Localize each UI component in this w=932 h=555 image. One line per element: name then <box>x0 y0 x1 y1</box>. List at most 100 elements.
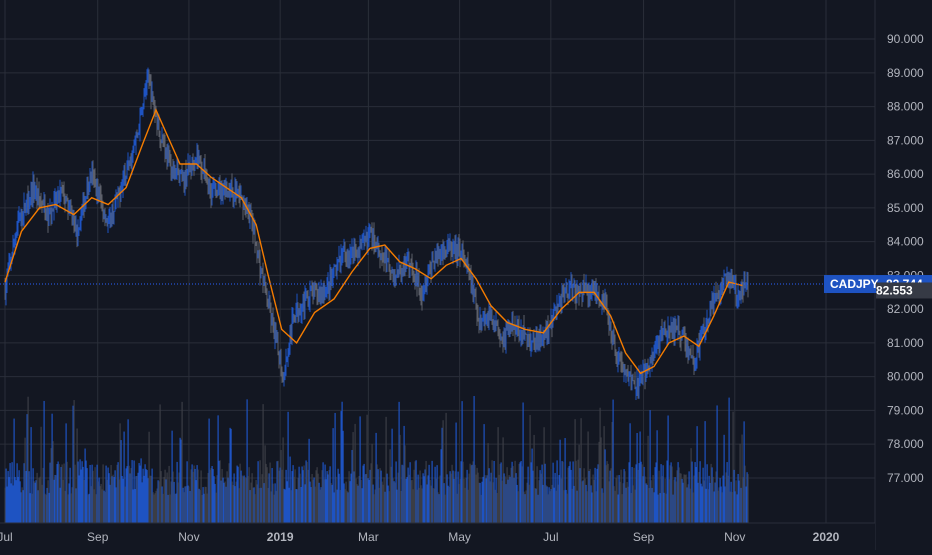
volume-bar <box>509 476 511 523</box>
volume-bar <box>558 475 560 523</box>
volume-bar <box>49 462 51 523</box>
volume-bar <box>590 485 592 523</box>
volume-bar <box>712 476 714 523</box>
volume-bar <box>339 490 341 523</box>
volume-bar <box>400 490 402 523</box>
volume-bar <box>51 413 53 523</box>
volume-bar <box>72 405 74 523</box>
volume-bar <box>37 490 39 523</box>
volume-bar <box>296 489 298 523</box>
volume-bar <box>226 471 228 523</box>
volume-bar <box>528 484 530 523</box>
volume-bar <box>403 425 405 523</box>
volume-bar <box>318 482 320 523</box>
volume-bar <box>189 491 191 523</box>
volume-bar <box>654 467 656 523</box>
volume-bar <box>223 482 225 523</box>
volume-bar <box>36 472 38 523</box>
volume-bar <box>665 493 667 523</box>
volume-bar <box>87 494 89 523</box>
volume-bar <box>289 456 291 523</box>
volume-bar <box>327 474 329 523</box>
volume-bar <box>255 479 257 523</box>
volume-bar <box>562 461 564 523</box>
volume-bar <box>635 464 637 523</box>
volume-bar <box>257 461 259 523</box>
volume-bar <box>574 419 576 523</box>
volume-bar <box>24 437 26 523</box>
time-axis-bg <box>0 523 875 550</box>
volume-bar <box>727 475 729 523</box>
volume-bar <box>141 482 143 523</box>
volume-bar <box>591 492 593 523</box>
volume-bar <box>385 416 387 523</box>
volume-bar <box>693 475 695 523</box>
volume-bar <box>293 476 295 523</box>
volume-bar <box>587 431 589 523</box>
volume-bar <box>705 488 707 523</box>
volume-bar <box>440 449 442 523</box>
volume-bar <box>123 431 125 523</box>
volume-bar <box>371 443 373 523</box>
volume-bar <box>469 463 471 523</box>
volume-bar <box>225 486 227 523</box>
volume-bar <box>557 484 559 523</box>
volume-bar <box>211 465 213 523</box>
volume-bar <box>191 464 193 523</box>
volume-bar <box>207 472 209 523</box>
volume-bar <box>639 431 641 523</box>
volume-bar <box>64 490 66 523</box>
volume-bar <box>285 469 287 523</box>
volume-bar <box>52 441 54 523</box>
volume-bar <box>433 488 435 523</box>
volume-bar <box>412 489 414 523</box>
volume-bar <box>728 397 730 523</box>
volume-bar <box>329 466 331 523</box>
volume-bar <box>520 460 522 523</box>
volume-bar <box>709 482 711 523</box>
volume-bar <box>698 471 700 523</box>
volume-bar <box>45 494 47 523</box>
volume-bar <box>60 466 62 523</box>
volume-bar <box>331 484 333 523</box>
volume-bar <box>282 437 284 523</box>
volume-bar <box>701 486 703 523</box>
volume-bar <box>589 468 591 523</box>
volume-bar <box>386 473 388 523</box>
volume-bar <box>699 461 701 523</box>
time-tick-label: Jul <box>0 530 13 544</box>
price-axis[interactable]: 90.000 89.000 88.000 87.000 86.000 85.000 84.0… <box>874 0 932 550</box>
price-tick-label: 79.000 <box>887 403 924 417</box>
volume-bar <box>362 465 364 523</box>
volume-bar <box>294 469 296 523</box>
volume-bar <box>63 463 65 523</box>
volume-bar <box>355 478 357 523</box>
volume-bar <box>522 402 524 523</box>
volume-bar <box>538 480 540 523</box>
volume-bar <box>667 415 669 523</box>
volume-bar <box>543 427 545 523</box>
volume-bar <box>489 481 491 523</box>
volume-bar <box>334 412 336 523</box>
volume-bar <box>201 494 203 523</box>
volume-bar <box>21 487 23 523</box>
volume-bar <box>579 468 581 523</box>
volume-bar <box>333 492 335 523</box>
time-axis[interactable]: Jul Sep Nov 2019 Mar May Jul Sep Nov 2020 <box>0 522 875 550</box>
volume-bar <box>692 492 694 523</box>
volume-bar <box>153 494 155 523</box>
volume-bar <box>447 485 449 523</box>
time-tick-label: Nov <box>724 530 745 544</box>
volume-bar <box>529 415 531 523</box>
volume-bar <box>724 486 726 523</box>
volume-bar <box>533 434 535 523</box>
volume-bar <box>510 467 512 523</box>
volume-bar <box>278 470 280 523</box>
volume-bar <box>264 445 266 523</box>
volume-bar <box>736 494 738 523</box>
volume-bar <box>506 467 508 523</box>
volume-bar <box>155 490 157 523</box>
volume-bar <box>76 428 78 523</box>
